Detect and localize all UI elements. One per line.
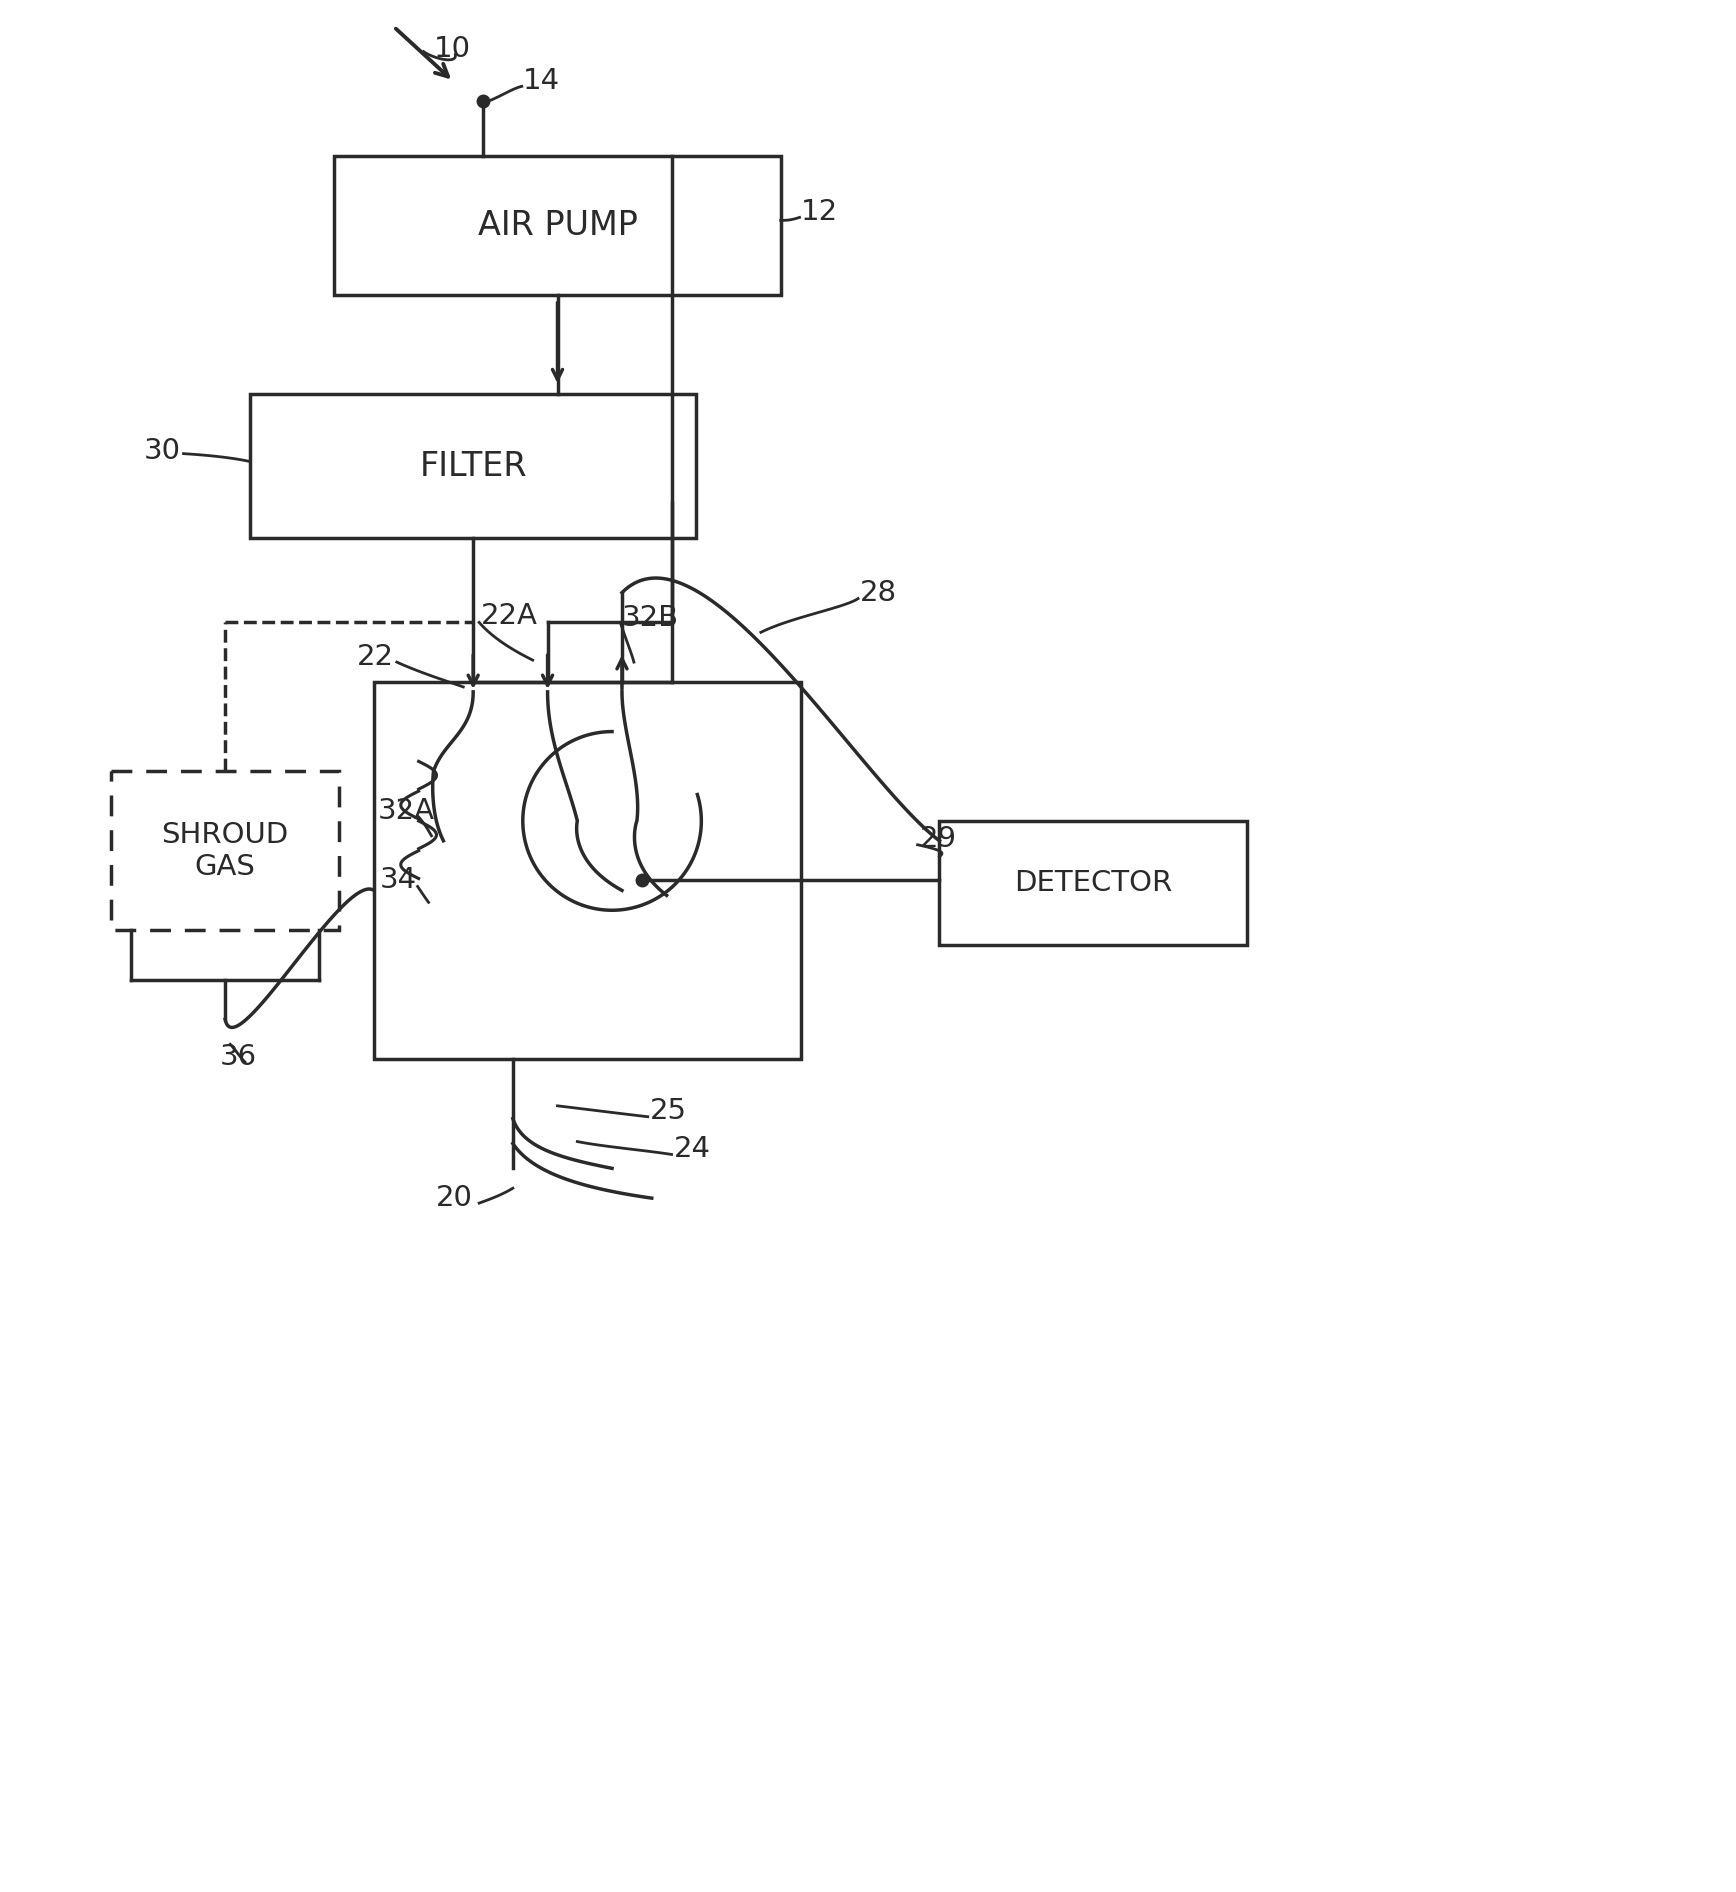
Text: 10: 10 [434, 34, 470, 62]
Bar [335, 155, 781, 295]
Text: 30: 30 [144, 437, 181, 465]
Text: 22A: 22A [481, 602, 538, 630]
Text: 36: 36 [220, 1042, 257, 1071]
Bar [250, 394, 696, 537]
Text: 24: 24 [674, 1135, 710, 1162]
Text: 32A: 32A [378, 797, 436, 825]
Text: SHROUD
GAS: SHROUD GAS [161, 821, 288, 882]
Text: 12: 12 [800, 199, 838, 227]
Text: AIR PUMP: AIR PUMP [477, 208, 637, 242]
Bar [373, 681, 800, 1060]
Text: 32B: 32B [621, 604, 679, 632]
Text: 14: 14 [523, 68, 561, 95]
Bar [939, 821, 1246, 944]
Text: 25: 25 [649, 1097, 687, 1124]
Text: DETECTOR: DETECTOR [1014, 868, 1172, 897]
Text: 34: 34 [380, 867, 417, 895]
Text: 20: 20 [436, 1184, 472, 1213]
Text: FILTER: FILTER [420, 450, 528, 482]
Text: 28: 28 [859, 579, 898, 607]
Bar [111, 772, 339, 931]
Text: 22: 22 [358, 643, 394, 672]
Text: 29: 29 [920, 825, 957, 853]
